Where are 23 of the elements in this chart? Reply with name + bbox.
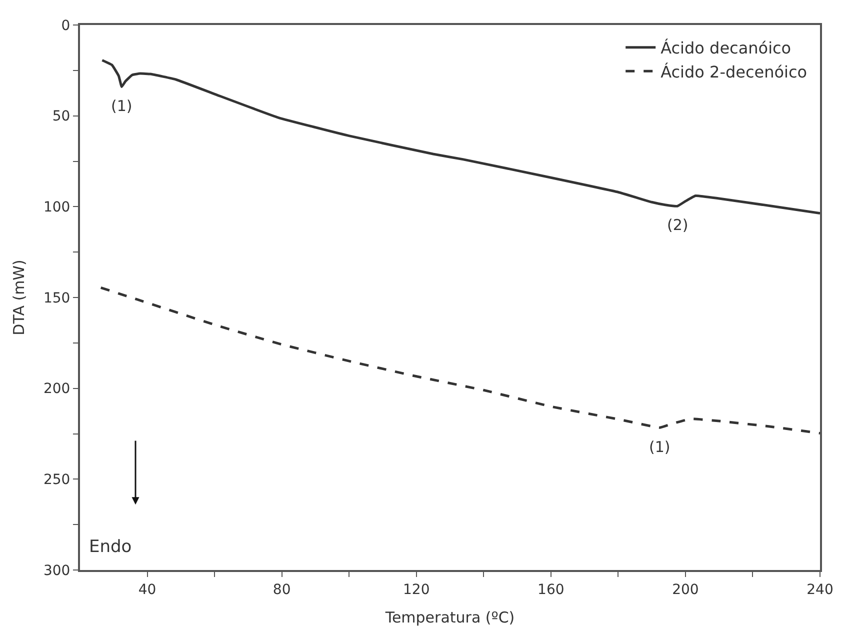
legend-label: Ácido decanóico xyxy=(660,38,792,58)
x-axis-title: Temperatura (ºC) xyxy=(384,608,515,626)
annotation: (2) xyxy=(667,216,688,234)
x-tick-label: 240 xyxy=(806,582,834,598)
y-tick-label: 150 xyxy=(43,290,70,306)
x-tick-label: 40 xyxy=(138,582,156,598)
x-tick-label: 200 xyxy=(672,582,699,598)
line-series xyxy=(100,58,820,214)
annotation: Endo xyxy=(89,537,132,557)
x-tick-label: 80 xyxy=(272,582,291,598)
annotation: (1) xyxy=(111,97,132,115)
line-series xyxy=(100,286,820,434)
y-tick-label: 250 xyxy=(43,472,70,488)
legend-label: Ácido 2-decenóico xyxy=(660,62,808,82)
y-tick-label: 100 xyxy=(43,200,70,216)
x-tick-label: 120 xyxy=(402,582,430,598)
y-tick-label: 0 xyxy=(61,18,70,34)
y-tick-label: 300 xyxy=(43,562,70,579)
y-axis-title: DTA (mW) xyxy=(10,260,28,336)
y-tick-label: 200 xyxy=(43,381,70,398)
annotation: (1) xyxy=(649,438,670,456)
y-tick-label: 50 xyxy=(52,108,70,125)
x-tick-label: 160 xyxy=(538,582,564,598)
